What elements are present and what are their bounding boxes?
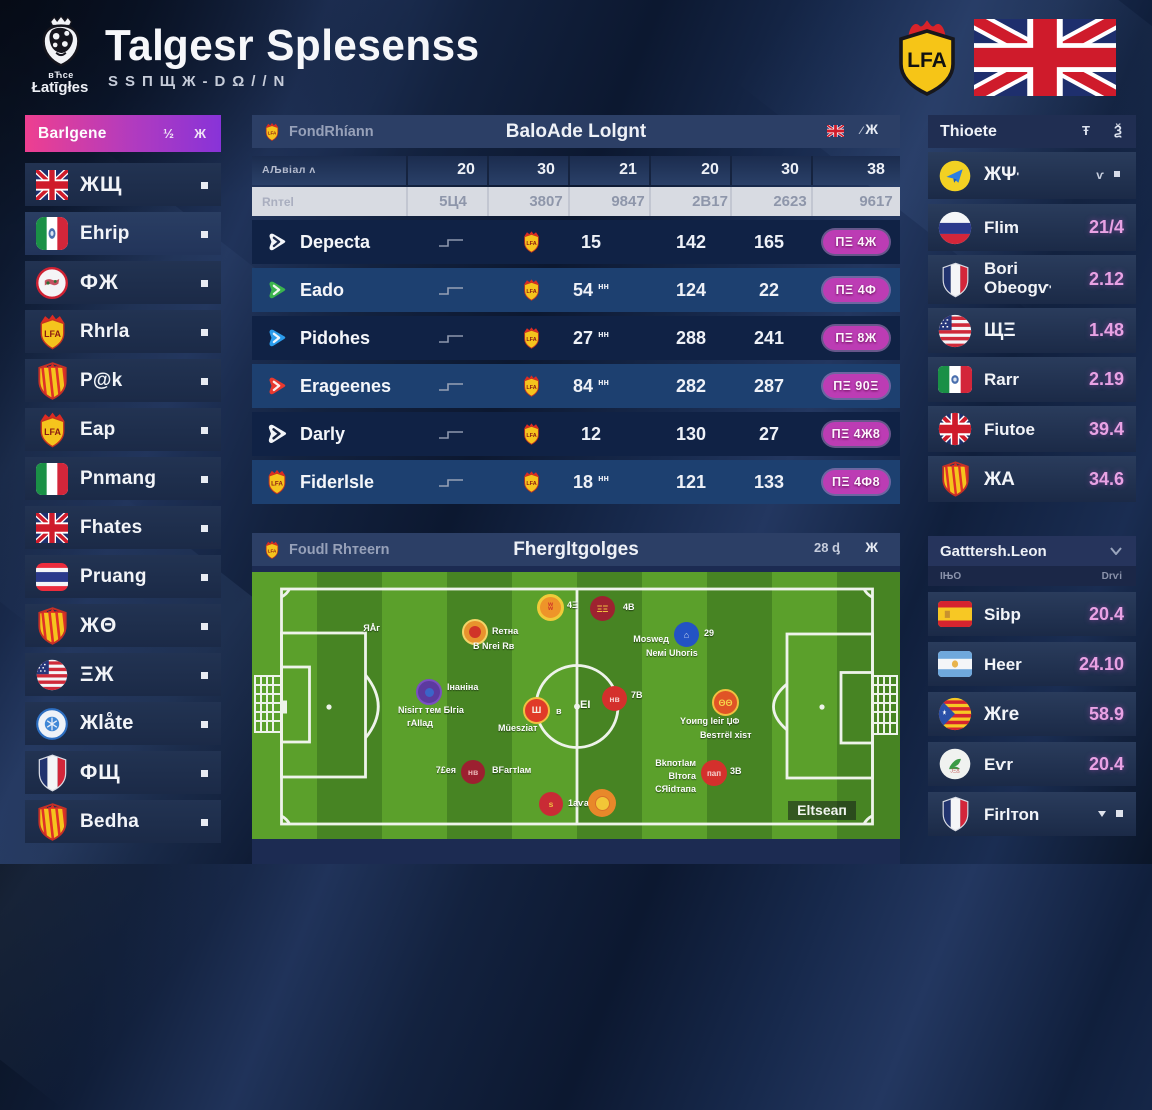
svg-text:LFA: LFA (907, 49, 947, 72)
svg-text:ЈΞΔ: ЈΞΔ (950, 769, 960, 775)
